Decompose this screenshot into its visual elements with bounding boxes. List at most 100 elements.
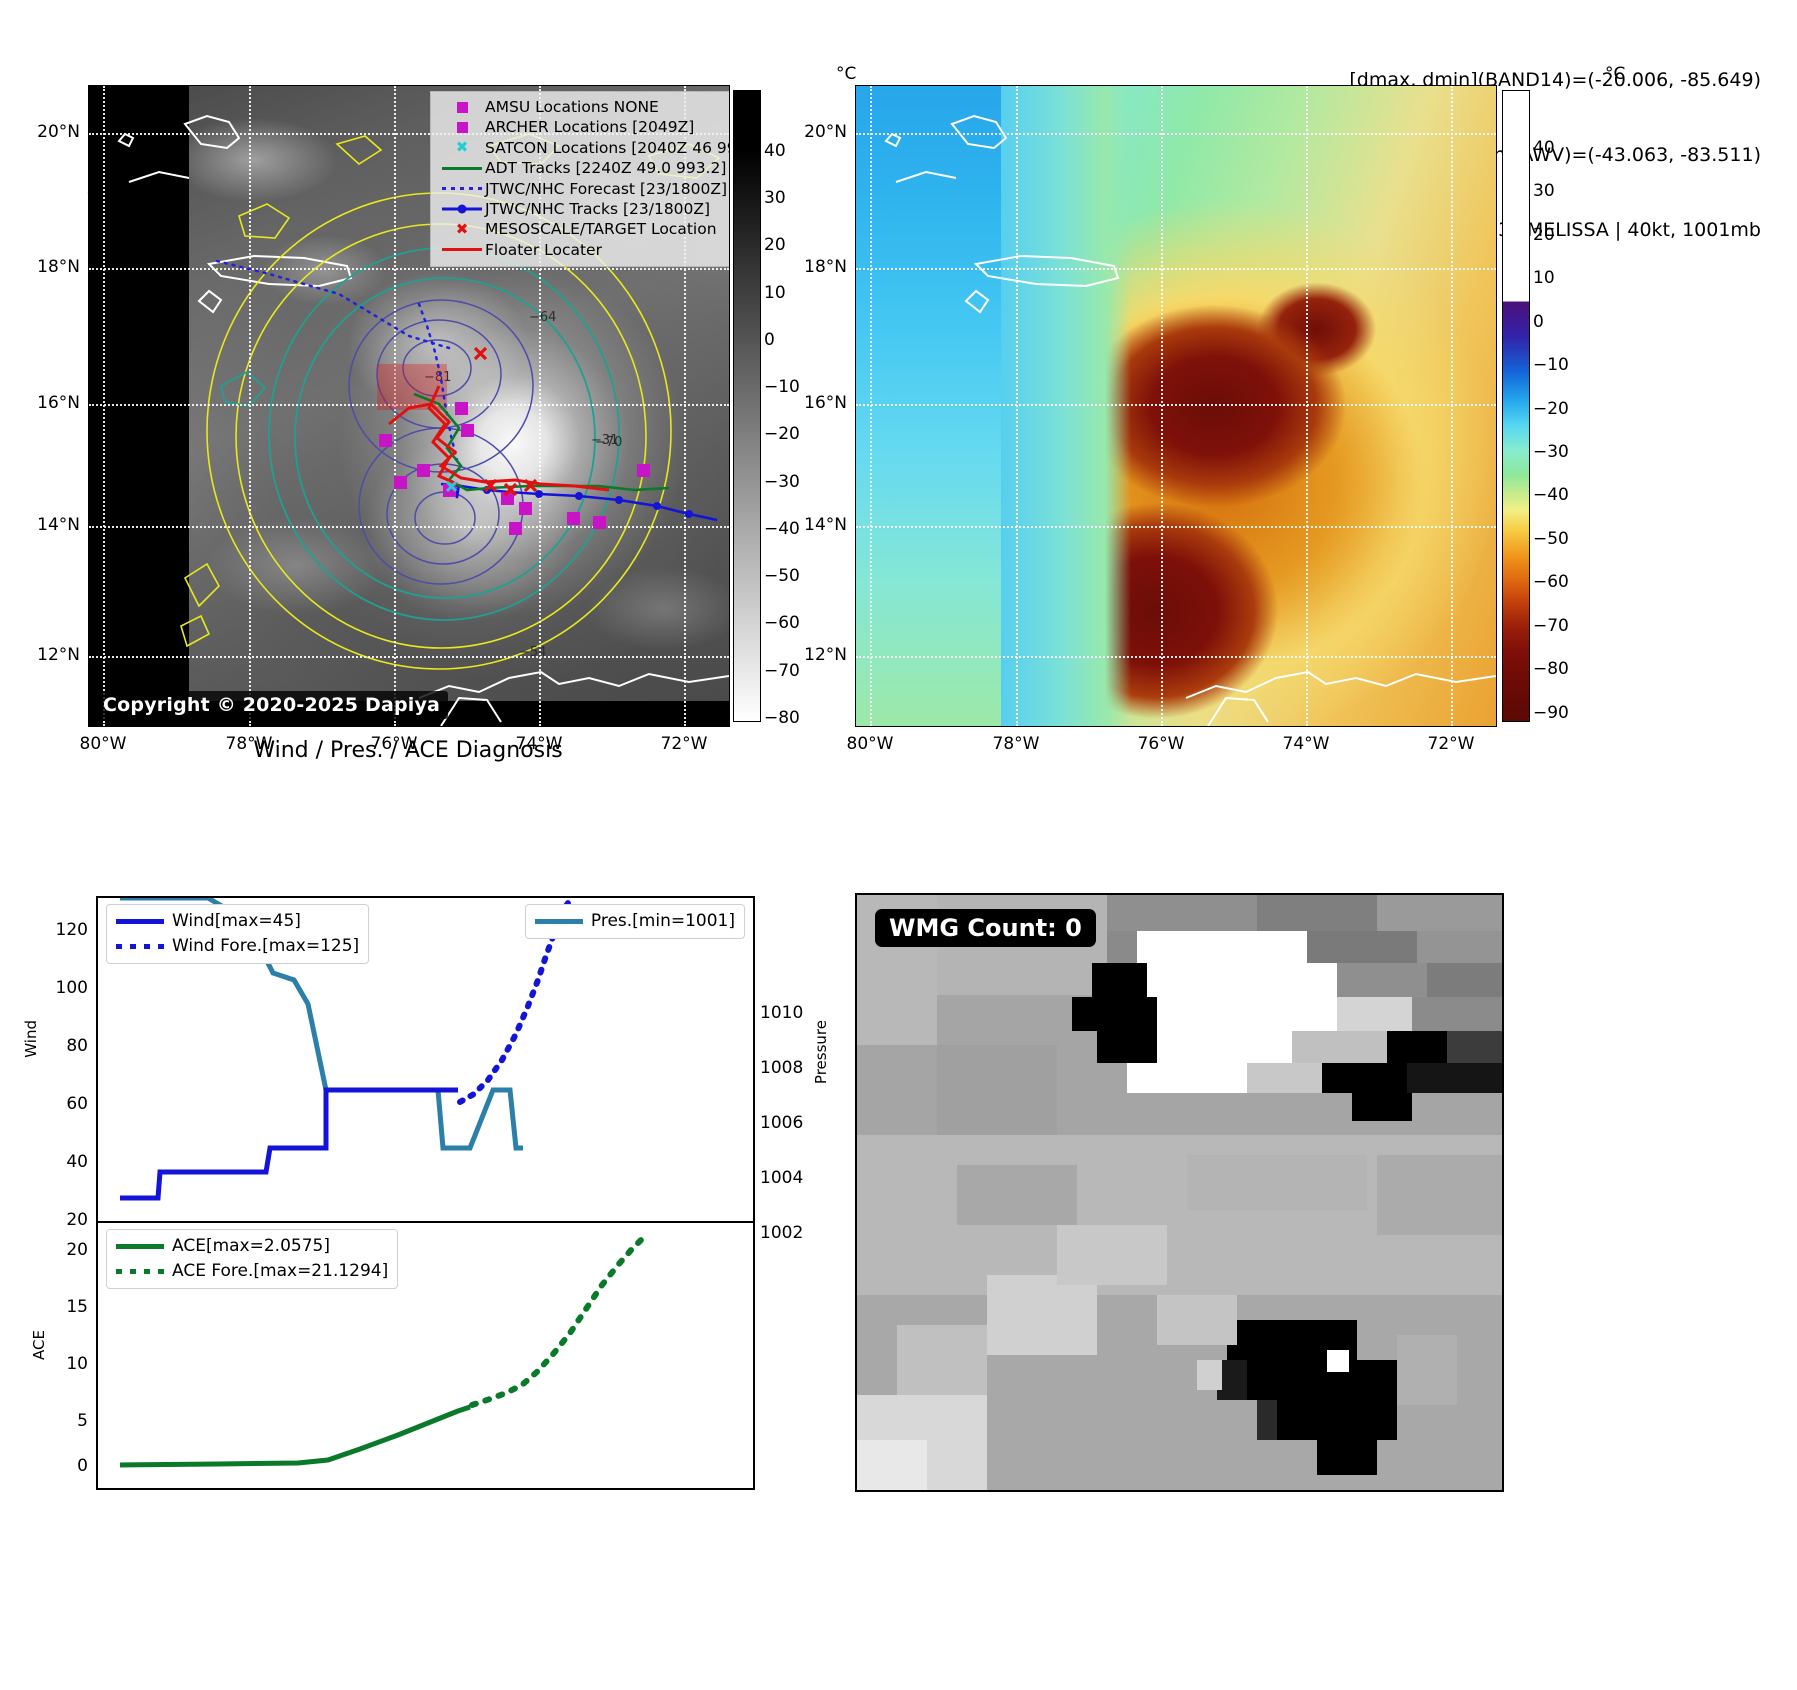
tl-xtick-74w: 74°W — [515, 734, 563, 754]
wind-line-icon — [116, 919, 172, 924]
coastline-overlay — [117, 114, 729, 726]
diagnosis-title: Wind / Pres. / ACE Diagnosis — [253, 738, 563, 763]
tr-ytick-18n: 18°N — [804, 257, 847, 277]
awv-gridline-lon-72w — [1451, 86, 1453, 726]
wind-legend[interactable]: Wind[max=45] Wind Fore.[max=125] — [106, 904, 370, 964]
contour-label-31: −31 — [591, 433, 618, 448]
legend-item-archer[interactable]: ARCHER Locations [2049Z] — [439, 117, 729, 137]
ir-contour-overlay: −64 −81 −70 −54 −31 — [180, 133, 721, 670]
legend-item-satcon[interactable]: ✖ SATCON Locations [2040Z 46 994] — [439, 138, 730, 158]
floater-line-icon — [439, 248, 485, 252]
ace-ytick-15: 15 — [66, 1297, 88, 1317]
wind-ytick-100: 100 — [55, 978, 88, 998]
wind-pressure-chart[interactable]: Wind[max=45] Wind Fore.[max=125] Pres.[m… — [96, 896, 755, 1225]
ace-ytick-10: 10 — [66, 1354, 88, 1374]
legend-item-jtwc-forecast[interactable]: JTWC/NHC Forecast [23/1800Z] — [439, 179, 729, 199]
wmg-cluster-map — [857, 895, 1502, 1490]
band14-satellite-panel[interactable]: −64 −81 −70 −54 −31 — [88, 85, 730, 727]
legend-label: Wind Fore.[max=125] — [172, 936, 360, 956]
cb2-tick-40: 40 — [1533, 137, 1555, 158]
cb2-tick-m50: −50 — [1533, 528, 1569, 549]
legend-item-wind[interactable]: Wind[max=45] — [116, 909, 359, 934]
band14-colorbar-ticks: 40 30 20 10 0 −10 −20 −30 −40 −50 −60 −7… — [764, 91, 828, 728]
adt-track — [413, 392, 670, 492]
ace-forecast-dotted-icon — [116, 1269, 172, 1274]
ace-plot — [119, 1234, 647, 1468]
cb1-tick-20: 20 — [764, 235, 786, 256]
tl-ytick-12n: 12°N — [37, 645, 80, 665]
awv-gridline-lon-80w — [870, 86, 872, 726]
legend-label: ARCHER Locations [2049Z] — [485, 118, 695, 137]
awv-satellite-panel[interactable] — [855, 85, 1497, 727]
ace-forecast-dotted — [469, 1234, 647, 1408]
gridline-lon-76w — [394, 86, 396, 726]
contour-label-64: −64 — [529, 310, 556, 325]
gridline-lat-14n — [89, 526, 729, 528]
awv-gridline-lon-78w — [1016, 86, 1018, 726]
band14-colorbar[interactable]: 40 30 20 10 0 −10 −20 −30 −40 −50 −60 −7… — [733, 90, 800, 728]
gridline-lon-72w — [684, 86, 686, 726]
tl-ytick-16n: 16°N — [37, 393, 80, 413]
tr-ytick-20n: 20°N — [804, 122, 847, 142]
mesoscale-target-markers — [473, 346, 538, 497]
legend-item-jtwc-tracks[interactable]: JTWC/NHC Tracks [23/1800Z] — [439, 199, 729, 219]
legend-item-adt[interactable]: ADT Tracks [2240Z 49.0 993.2] — [439, 158, 729, 178]
awv-gridline-lat-18n — [856, 268, 1496, 270]
legend-label: ACE Fore.[max=21.1294] — [172, 1261, 389, 1281]
legend-item-ace[interactable]: ACE[max=2.0575] — [116, 1234, 388, 1259]
legend-item-amsu[interactable]: AMSU Locations NONE — [439, 97, 729, 117]
cb2-tick-m30: −30 — [1533, 441, 1569, 462]
ace-chart[interactable]: ACE[max=2.0575] ACE Fore.[max=21.1294] — [96, 1221, 755, 1490]
wmg-count-badge: WMG Count: 0 — [875, 909, 1096, 947]
cb1-tick-40: 40 — [764, 140, 786, 161]
legend-item-wind-forecast[interactable]: Wind Fore.[max=125] — [116, 934, 359, 959]
tl-xtick-78w: 78°W — [225, 734, 273, 754]
legend-item-pressure[interactable]: Pres.[min=1001] — [534, 909, 735, 934]
cb2-tick-m70: −70 — [1533, 615, 1569, 636]
wind-series-line — [120, 1087, 458, 1201]
cb1-tick-m30: −30 — [764, 471, 800, 492]
legend-item-ace-forecast[interactable]: ACE Fore.[max=21.1294] — [116, 1259, 388, 1284]
cb1-tick-m70: −70 — [764, 660, 800, 681]
wind-ytick-20: 20 — [66, 1210, 88, 1230]
cb1-tick-m50: −50 — [764, 566, 800, 587]
legend-item-floater[interactable]: Floater Locater — [439, 240, 729, 260]
awv-gridline-lon-74w — [1306, 86, 1308, 726]
pres-ytick-1002: 1002 — [760, 1223, 804, 1243]
ace-legend[interactable]: ACE[max=2.0575] ACE Fore.[max=21.1294] — [106, 1229, 399, 1289]
legend-label: SATCON Locations [2040Z 46 994] — [485, 138, 730, 157]
tl-ytick-20n: 20°N — [37, 122, 80, 142]
cb1-tick-m60: −60 — [764, 613, 800, 634]
legend-label: AMSU Locations NONE — [485, 98, 659, 116]
legend-label: MESOSCALE/TARGET Location — [485, 220, 717, 239]
wmg-panel[interactable]: WMG Count: 0 — [855, 893, 1504, 1492]
pressure-legend[interactable]: Pres.[min=1001] — [524, 904, 745, 939]
jtwc-forecast-dotted — [215, 259, 451, 350]
satcon-markers — [445, 480, 458, 493]
cb1-tick-m40: −40 — [764, 518, 800, 539]
contour-label-70: −70 — [595, 435, 622, 450]
legend-item-mesoscale-target[interactable]: ✖ MESOSCALE/TARGET Location — [439, 219, 729, 239]
tr-xtick-80w: 80°W — [846, 734, 894, 754]
awv-gridline-lat-16n — [856, 404, 1496, 406]
awv-cool-transition — [1001, 86, 1131, 726]
tr-ytick-14n: 14°N — [804, 515, 847, 535]
cb2-tick-20: 20 — [1533, 224, 1555, 245]
tl-xtick-80w: 80°W — [79, 734, 127, 754]
tl-xtick-76w: 76°W — [370, 734, 418, 754]
copyright-notice: Copyright © 2020-2025 Dapiya — [95, 691, 449, 719]
ace-ytick-5: 5 — [77, 1411, 88, 1431]
gridline-lat-18n — [89, 268, 729, 270]
awv-colorbar[interactable]: 40 30 20 10 0 −10 −20 −30 −40 −50 −60 −7… — [1502, 90, 1569, 723]
awv-gridline-lat-14n — [856, 526, 1496, 528]
wind-ytick-80: 80 — [66, 1036, 88, 1056]
gridline-lat-16n — [89, 404, 729, 406]
legend-label: JTWC/NHC Forecast [23/1800Z] — [485, 179, 728, 198]
cb2-tick-m20: −20 — [1533, 398, 1569, 419]
gridline-lon-74w — [539, 86, 541, 726]
tl-ytick-18n: 18°N — [37, 257, 80, 277]
satellite-legend[interactable]: AMSU Locations NONE ARCHER Locations [20… — [430, 91, 730, 268]
tr-ytick-12n: 12°N — [804, 645, 847, 665]
ace-ytick-0: 0 — [77, 1456, 88, 1476]
